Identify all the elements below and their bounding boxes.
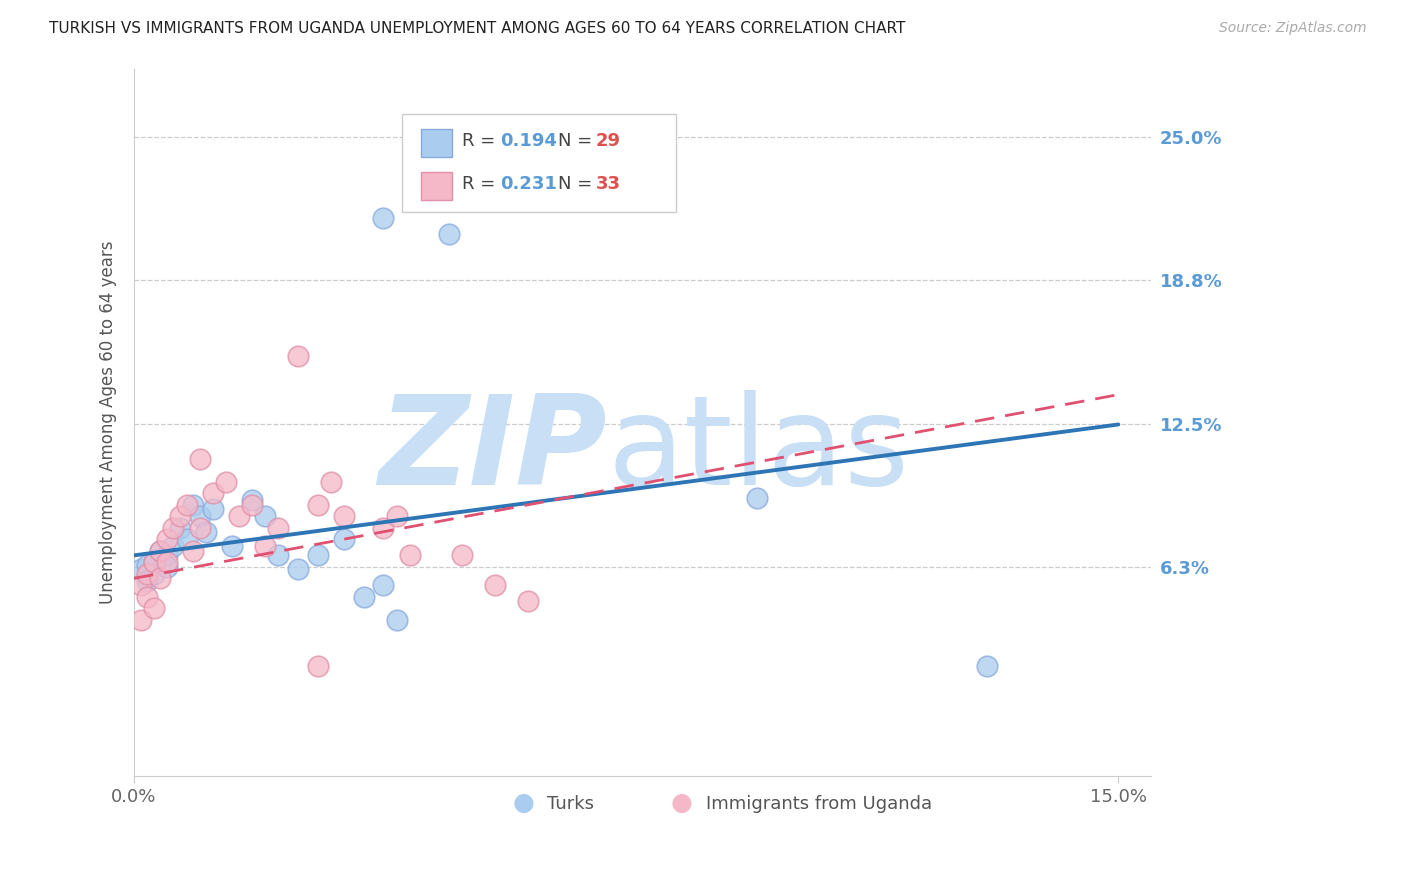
Point — [221, 539, 243, 553]
Point — [747, 491, 769, 505]
Point — [156, 559, 179, 574]
Text: Immigrants from Uganda: Immigrants from Uganda — [706, 796, 932, 814]
Text: 29: 29 — [596, 132, 620, 151]
Text: N =: N = — [558, 132, 598, 151]
Point — [201, 486, 224, 500]
Point — [240, 498, 263, 512]
Point — [188, 521, 211, 535]
Point — [162, 539, 184, 553]
Point — [484, 578, 506, 592]
Point — [215, 475, 238, 489]
Point — [254, 539, 277, 553]
Point — [267, 549, 290, 563]
Point — [385, 613, 408, 627]
Point — [437, 227, 460, 241]
Point — [373, 211, 395, 225]
Point — [287, 562, 309, 576]
Point — [129, 613, 152, 627]
Text: N =: N = — [558, 175, 598, 194]
Point — [142, 555, 165, 569]
Text: TURKISH VS IMMIGRANTS FROM UGANDA UNEMPLOYMENT AMONG AGES 60 TO 64 YEARS CORRELA: TURKISH VS IMMIGRANTS FROM UGANDA UNEMPL… — [49, 21, 905, 36]
Point — [136, 566, 159, 581]
Point — [169, 509, 191, 524]
Text: 33: 33 — [596, 175, 620, 194]
Point — [169, 521, 191, 535]
Point — [136, 558, 159, 572]
Point — [976, 658, 998, 673]
Point — [142, 601, 165, 615]
Point — [373, 578, 395, 592]
Point — [307, 549, 329, 563]
Point — [451, 549, 474, 563]
Point — [287, 349, 309, 363]
Text: R =: R = — [463, 132, 501, 151]
Point — [129, 562, 152, 576]
Point — [353, 590, 375, 604]
Point — [398, 549, 420, 563]
Point — [333, 509, 356, 524]
Point — [516, 594, 538, 608]
Point — [188, 451, 211, 466]
Text: R =: R = — [463, 175, 501, 194]
Point — [142, 555, 165, 569]
Point — [307, 658, 329, 673]
Point — [385, 509, 408, 524]
Text: atlas: atlas — [607, 390, 910, 511]
Point — [162, 521, 184, 535]
Point — [319, 475, 342, 489]
Point — [240, 493, 263, 508]
Point — [142, 566, 165, 581]
Point — [149, 543, 172, 558]
Point — [149, 543, 172, 558]
Text: ●: ● — [671, 790, 693, 814]
Point — [195, 525, 218, 540]
Text: ZIP: ZIP — [378, 390, 607, 511]
Point — [176, 533, 198, 547]
Point — [228, 509, 250, 524]
Text: 0.194: 0.194 — [501, 132, 557, 151]
Point — [254, 509, 277, 524]
Y-axis label: Unemployment Among Ages 60 to 64 years: Unemployment Among Ages 60 to 64 years — [100, 241, 117, 604]
Point — [136, 574, 159, 588]
Point — [176, 498, 198, 512]
Point — [373, 521, 395, 535]
Point — [307, 498, 329, 512]
Point — [156, 533, 179, 547]
Point — [181, 498, 204, 512]
Point — [149, 571, 172, 585]
Text: 0.231: 0.231 — [501, 175, 557, 194]
Text: ●: ● — [512, 790, 534, 814]
Text: Source: ZipAtlas.com: Source: ZipAtlas.com — [1219, 21, 1367, 35]
Point — [181, 543, 204, 558]
Text: Turks: Turks — [547, 796, 593, 814]
Point — [129, 578, 152, 592]
Point — [156, 555, 179, 569]
Point — [201, 502, 224, 516]
Point — [188, 509, 211, 524]
Point — [156, 549, 179, 563]
Point — [333, 533, 356, 547]
Point — [267, 521, 290, 535]
Point — [136, 590, 159, 604]
